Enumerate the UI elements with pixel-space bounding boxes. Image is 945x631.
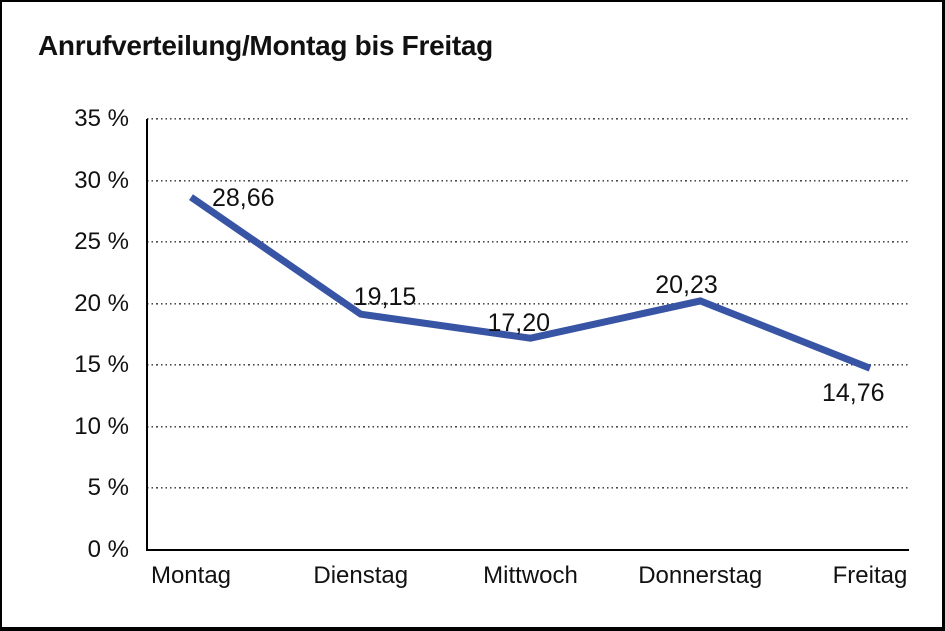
data-label-donnerstag: 20,23 [655,270,718,299]
y-axis-tick-label: 15 % [74,351,129,379]
y-axis-tick-label: 35 % [74,105,129,132]
y-axis-tick-label: 30 % [74,166,129,194]
x-axis-line [146,549,909,551]
gridline-10 [147,425,908,428]
data-label-freitag: 14,76 [822,379,885,408]
data-label-dienstag: 19,15 [353,283,417,312]
x-axis-tick-label-dienstag: Dienstag [313,562,409,589]
chart-title: Anrufverteilung/Montag bis Freitag [38,30,493,61]
y-axis-tick-label: 5 % [87,474,129,502]
x-axis-tick-label-freitag: Freitag [832,562,908,589]
data-label-montag: 28,66 [212,184,275,213]
x-axis-tick-label-mittwoch: Mittwoch [483,562,578,589]
gridline-35 [147,118,908,120]
x-axis-tick-label-montag: Montag [150,562,232,589]
y-axis-line [146,119,148,551]
y-axis-tick-label: 10 % [74,412,129,440]
gridline-5 [147,487,908,490]
gridline-25 [147,241,908,244]
y-axis-tick-label: 25 % [74,228,129,256]
gridline-20 [147,302,908,305]
data-label-mittwoch: 17,20 [487,309,551,338]
y-axis-tick-label: 20 % [74,289,129,317]
gridline-30 [147,179,908,182]
y-axis-tick-label: 0 % [87,536,129,563]
gridline-15 [147,364,908,367]
x-axis-tick-label-donnerstag: Donnerstag [638,562,763,589]
